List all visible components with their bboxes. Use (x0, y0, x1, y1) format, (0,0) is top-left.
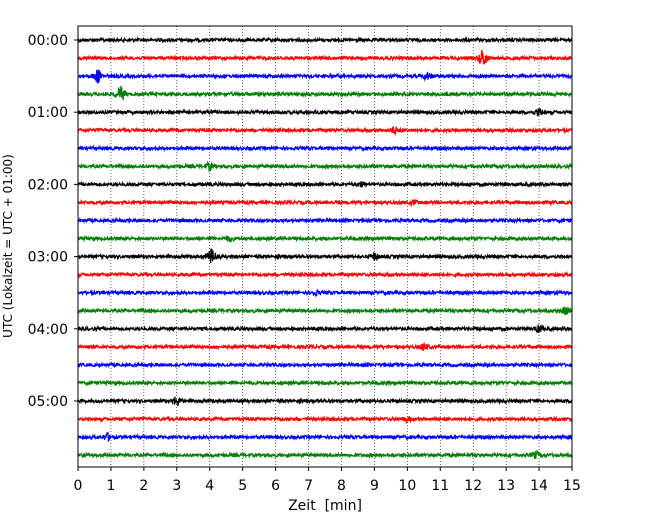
trace-0245 (77, 234, 573, 244)
x-tick-label: 12 (464, 478, 482, 494)
trace-0230 (77, 216, 573, 225)
x-tick-label: 14 (530, 478, 548, 494)
trace-0345 (77, 306, 573, 316)
y-axis-ticks: 00:00 01:00 02:00 03:00 04:00 05:00 (28, 33, 78, 410)
trace-0045 (77, 85, 573, 101)
trace-0100 (77, 107, 573, 118)
trace-0030 (77, 69, 573, 84)
x-tick-label: 3 (172, 478, 181, 494)
trace-0315 (77, 270, 573, 279)
x-tick-label: 13 (497, 478, 515, 494)
trace-0330 (77, 288, 573, 298)
trace-0200 (77, 180, 573, 189)
x-tick-label: 9 (370, 478, 379, 494)
x-tick-label: 1 (106, 478, 115, 494)
trace-0000 (77, 36, 573, 44)
x-tick-label: 8 (337, 478, 346, 494)
trace-0015 (77, 49, 573, 65)
trace-0445 (77, 379, 573, 387)
x-tick-label: 2 (139, 478, 148, 494)
trace-0530 (77, 431, 573, 442)
trace-0130 (77, 144, 573, 153)
x-axis-label: Zeit [min] (288, 498, 362, 514)
y-tick-label: 02:00 (28, 177, 68, 193)
y-axis-label: UTC (Lokalzeit = UTC + 01:00) (1, 154, 15, 338)
x-tick-label: 7 (304, 478, 313, 494)
plot-frame (77, 25, 573, 468)
trace-0145 (77, 160, 573, 173)
x-tick-label: 5 (238, 478, 247, 494)
seismogram-traces (77, 36, 573, 460)
y-tick-label: 00:00 (28, 33, 68, 49)
x-tick-label: 10 (398, 478, 416, 494)
x-tick-label: 4 (205, 478, 214, 494)
trace-0430 (77, 361, 573, 369)
trace-0415 (77, 342, 573, 351)
trace-0215 (77, 198, 573, 208)
y-tick-label: 03:00 (28, 250, 68, 266)
trace-0300 (77, 248, 573, 264)
trace-0400 (77, 323, 573, 334)
x-tick-label: 0 (74, 478, 83, 494)
x-tick-label: 15 (563, 478, 581, 494)
trace-0500 (77, 396, 573, 407)
plot-area-background (78, 26, 572, 467)
x-tick-label: 11 (431, 478, 449, 494)
trace-0545 (77, 449, 573, 460)
y-tick-label: 04:00 (28, 322, 68, 338)
trace-0515 (77, 415, 573, 425)
x-tick-label: 6 (271, 478, 280, 494)
y-tick-label: 01:00 (28, 105, 68, 121)
trace-0115 (77, 126, 573, 137)
x-axis-ticks: 0 1 2 3 4 5 6 7 8 9 10 11 12 13 14 15 (74, 467, 581, 494)
y-tick-label: 05:00 (28, 394, 68, 410)
